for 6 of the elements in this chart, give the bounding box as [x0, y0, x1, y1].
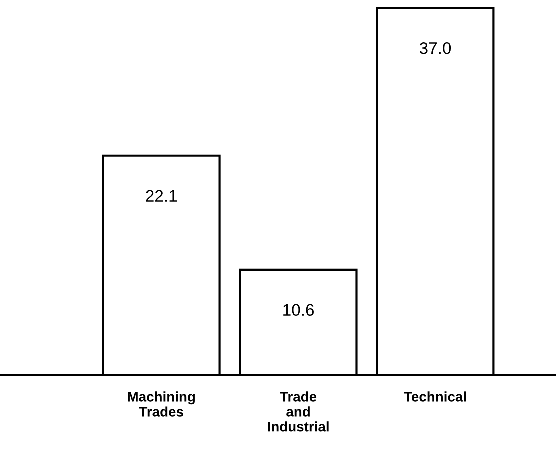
- x-tick-label: Machining Trades: [128, 392, 196, 417]
- x-tick-label: Technical: [404, 392, 466, 402]
- data-label: 37.0: [420, 42, 452, 54]
- x-tick-label: Trade and Industrial: [268, 392, 329, 432]
- data-label: 10.6: [284, 304, 314, 316]
- data-label: 22.1: [146, 190, 178, 202]
